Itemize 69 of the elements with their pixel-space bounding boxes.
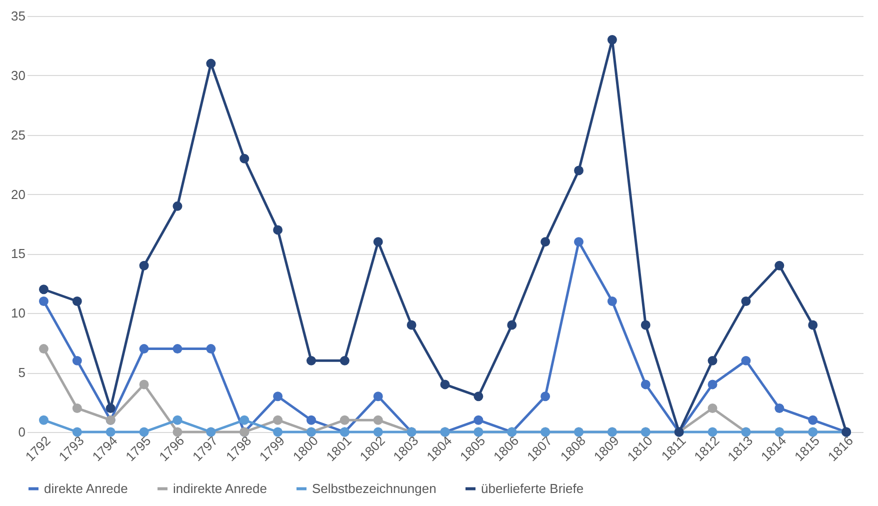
point xyxy=(474,392,484,402)
point xyxy=(373,427,383,437)
point xyxy=(540,237,550,247)
point xyxy=(72,403,82,413)
point xyxy=(106,403,116,413)
point xyxy=(172,201,182,211)
point xyxy=(340,415,350,425)
point xyxy=(607,35,617,45)
point xyxy=(640,320,650,330)
point xyxy=(574,237,584,247)
point xyxy=(540,392,550,402)
point xyxy=(72,356,82,366)
point xyxy=(273,415,283,425)
point xyxy=(474,415,484,425)
point xyxy=(774,403,784,413)
point xyxy=(373,392,383,402)
point xyxy=(640,380,650,390)
point xyxy=(38,344,48,354)
point xyxy=(273,225,283,235)
point xyxy=(139,427,149,437)
point xyxy=(708,356,718,366)
legend-label: überlieferte Briefe xyxy=(481,480,584,496)
point xyxy=(340,356,350,366)
y-tick-label: 0 xyxy=(18,424,26,440)
point xyxy=(240,154,250,164)
point xyxy=(106,427,116,437)
point xyxy=(741,356,751,366)
point xyxy=(306,356,316,366)
point xyxy=(741,296,751,306)
point xyxy=(808,415,818,425)
point xyxy=(72,427,82,437)
y-tick-label: 35 xyxy=(11,8,26,24)
point xyxy=(172,344,182,354)
point xyxy=(708,427,718,437)
point xyxy=(139,344,149,354)
point xyxy=(38,284,48,294)
point xyxy=(373,237,383,247)
y-tick-label: 25 xyxy=(11,127,26,142)
point xyxy=(72,296,82,306)
point xyxy=(306,415,316,425)
point xyxy=(808,320,818,330)
y-tick-label: 30 xyxy=(11,68,26,83)
point xyxy=(440,380,450,390)
y-tick-label: 20 xyxy=(11,186,26,202)
point xyxy=(507,320,517,330)
legend-label: Selbstbezeichnungen xyxy=(312,480,436,496)
point xyxy=(240,415,250,425)
point xyxy=(373,415,383,425)
point xyxy=(38,296,48,306)
legend-label: direkte Anrede xyxy=(44,480,128,496)
point xyxy=(273,392,283,402)
point xyxy=(139,260,149,270)
y-tick-label: 5 xyxy=(18,365,26,380)
point xyxy=(172,415,182,425)
point xyxy=(206,344,216,354)
point xyxy=(206,58,216,68)
point xyxy=(406,320,416,330)
point xyxy=(38,415,48,425)
point xyxy=(607,296,617,306)
point xyxy=(708,380,718,390)
y-tick-label: 10 xyxy=(11,306,26,321)
point xyxy=(139,380,149,390)
point xyxy=(574,166,584,176)
point xyxy=(774,260,784,270)
point xyxy=(273,427,283,437)
y-tick-label: 15 xyxy=(11,246,26,262)
legend-label: indirekte Anrede xyxy=(173,480,267,496)
point xyxy=(172,427,182,437)
point xyxy=(708,403,718,413)
